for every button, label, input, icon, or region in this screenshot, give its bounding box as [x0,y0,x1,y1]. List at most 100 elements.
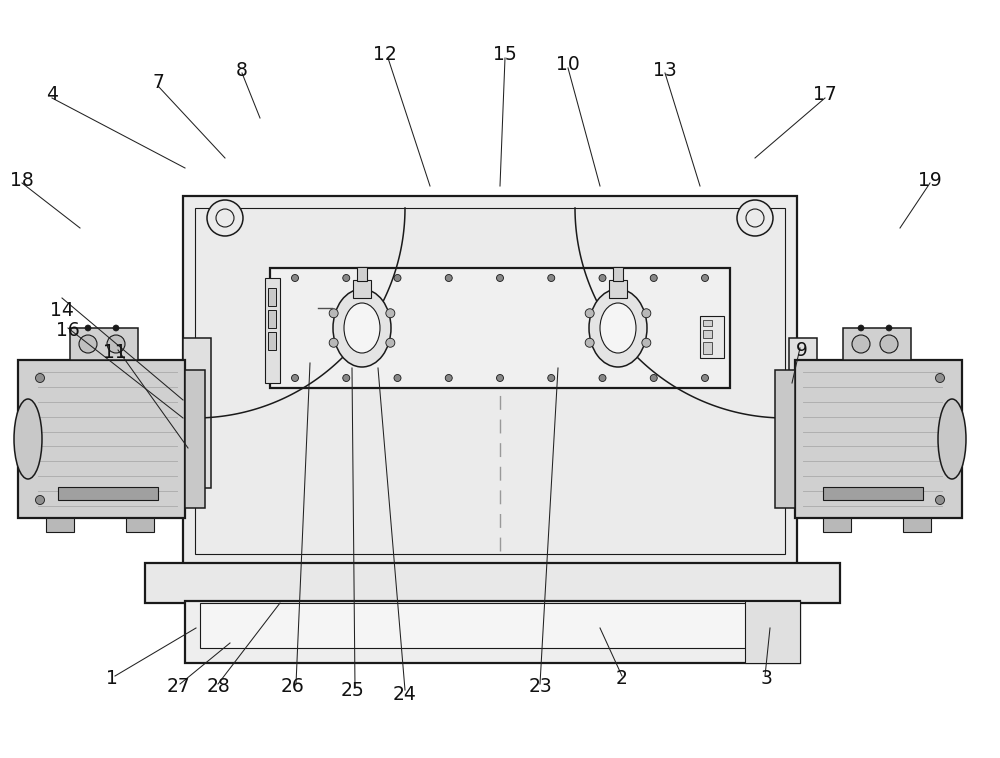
Text: 19: 19 [918,171,942,190]
Circle shape [329,338,338,347]
Bar [183,338,211,488]
Text: 2: 2 [616,669,628,688]
Bar [903,518,931,532]
Bar [58,487,158,500]
Text: 24: 24 [393,684,417,703]
Bar [46,518,74,532]
Bar [353,280,371,298]
Circle shape [599,374,606,381]
Bar [703,330,712,338]
Circle shape [85,325,91,331]
Circle shape [394,374,401,381]
Circle shape [650,274,657,281]
Text: 27: 27 [166,678,190,697]
Bar [200,603,785,648]
Text: 11: 11 [103,343,127,362]
Circle shape [548,274,555,281]
Bar [270,268,730,388]
Ellipse shape [344,303,380,353]
Bar [145,563,840,603]
Circle shape [36,374,44,383]
Circle shape [737,200,773,236]
Text: 3: 3 [761,669,773,688]
Text: 12: 12 [373,45,397,64]
Text: 10: 10 [556,55,580,74]
Circle shape [329,309,338,318]
Bar [775,370,795,508]
Bar [357,267,367,281]
Text: 25: 25 [340,681,364,700]
Bar [268,310,276,328]
Text: 4: 4 [46,86,58,105]
Circle shape [445,374,452,381]
Circle shape [445,274,452,281]
Circle shape [702,274,708,281]
Circle shape [496,274,504,281]
Bar [185,601,800,663]
Circle shape [599,274,606,281]
Bar [823,487,923,500]
Circle shape [936,374,944,383]
Text: 7: 7 [152,74,164,92]
Bar [265,278,280,383]
Text: 8: 8 [236,61,248,80]
Bar [185,370,205,508]
Text: 16: 16 [56,321,80,340]
Circle shape [585,338,594,347]
Bar [703,342,712,354]
Text: 9: 9 [796,340,808,359]
Circle shape [386,309,395,318]
Circle shape [343,274,350,281]
Text: 14: 14 [50,302,74,321]
Circle shape [880,335,898,353]
Text: 17: 17 [813,86,837,105]
Circle shape [386,338,395,347]
Circle shape [394,274,401,281]
Bar [703,320,712,326]
Circle shape [886,325,892,331]
Text: 23: 23 [528,678,552,697]
Bar [795,360,962,518]
Circle shape [79,335,97,353]
Bar [700,316,724,358]
Bar [268,288,276,306]
Ellipse shape [589,289,647,367]
Circle shape [702,374,708,381]
Circle shape [548,374,555,381]
Circle shape [113,325,119,331]
Circle shape [936,496,944,505]
Bar [789,338,817,488]
Bar [126,518,154,532]
Text: 13: 13 [653,61,677,80]
Bar [609,280,627,298]
Circle shape [642,309,651,318]
Bar [195,208,785,554]
Bar [70,328,138,360]
Circle shape [292,274,298,281]
Ellipse shape [333,289,391,367]
Circle shape [343,374,350,381]
Text: 1: 1 [106,669,118,688]
Circle shape [207,200,243,236]
Bar [183,196,797,566]
Circle shape [852,335,870,353]
Ellipse shape [938,399,966,479]
Circle shape [107,335,125,353]
Circle shape [858,325,864,331]
Circle shape [36,496,44,505]
Bar [18,360,185,518]
Circle shape [585,309,594,318]
Text: 15: 15 [493,45,517,64]
Bar [745,601,800,663]
Circle shape [496,374,504,381]
Ellipse shape [14,399,42,479]
Bar [268,332,276,350]
Ellipse shape [600,303,636,353]
Bar [843,328,911,360]
Bar [823,518,851,532]
Circle shape [642,338,651,347]
Bar [613,267,623,281]
Text: 18: 18 [10,171,34,190]
Circle shape [650,374,657,381]
Text: 26: 26 [280,678,304,697]
